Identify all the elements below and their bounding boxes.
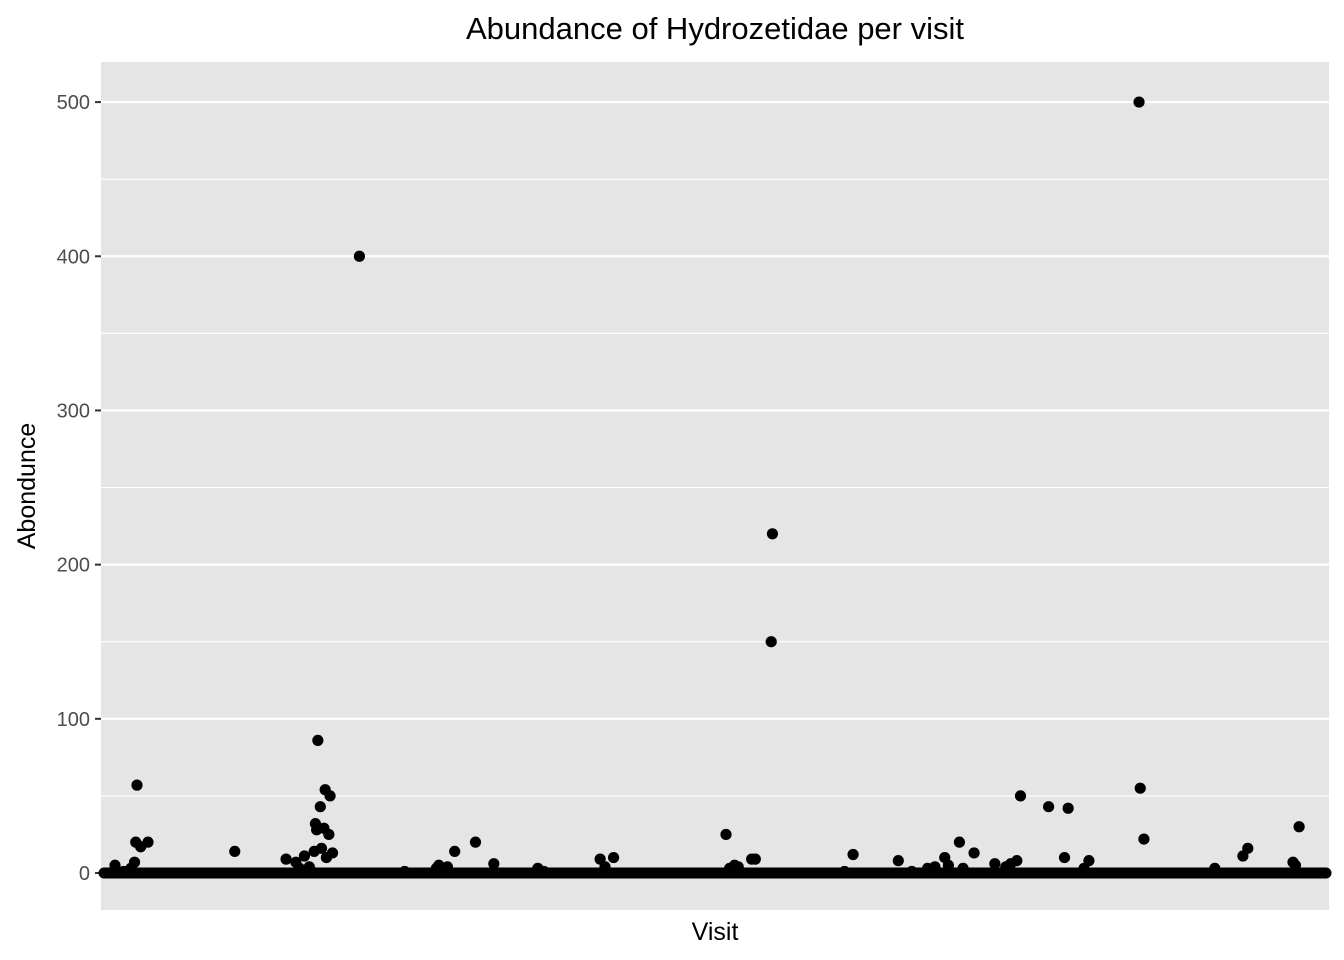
y-tick-label: 400 <box>57 246 90 268</box>
data-point <box>957 862 969 874</box>
data-point <box>1058 851 1071 864</box>
data-point <box>298 850 311 862</box>
data-point <box>732 861 744 873</box>
data-point <box>1083 855 1095 867</box>
y-axis: 0 100 200 300 400 500 <box>57 92 101 885</box>
data-point <box>538 865 550 878</box>
data-point <box>131 779 143 791</box>
data-point <box>720 828 732 841</box>
data-point <box>109 859 121 871</box>
data-point <box>989 858 1001 870</box>
data-point <box>968 847 980 859</box>
data-point <box>766 528 779 540</box>
y-tick-label: 100 <box>57 709 90 731</box>
data-point <box>315 842 328 854</box>
data-point <box>765 636 777 648</box>
data-point <box>1062 802 1074 814</box>
data-point <box>1014 790 1027 802</box>
data-point <box>323 828 335 841</box>
data-point <box>306 865 318 878</box>
data-point <box>312 734 324 747</box>
chart-title: Abundance of Hydrozetidae per visit <box>466 11 964 46</box>
y-tick-label: 300 <box>57 400 90 422</box>
data-point <box>314 801 326 813</box>
data-point <box>847 848 859 861</box>
data-point <box>1138 833 1150 845</box>
data-point <box>1011 855 1023 867</box>
data-point <box>953 836 966 848</box>
data-point <box>929 861 941 873</box>
data-point <box>1133 96 1145 108</box>
data-point <box>1242 842 1254 854</box>
data-point <box>599 861 611 873</box>
data-point <box>942 859 955 871</box>
data-point <box>229 845 241 858</box>
data-point <box>488 858 500 870</box>
data-point <box>449 845 461 858</box>
data-point <box>1209 862 1221 874</box>
y-tick-label: 200 <box>57 555 90 577</box>
y-axis-title: Abondunce <box>13 423 41 550</box>
data-point <box>399 865 411 878</box>
data-point <box>433 859 445 871</box>
data-point <box>280 853 292 865</box>
x-axis-title: Visit <box>692 918 739 946</box>
data-point <box>142 836 154 848</box>
data-point <box>1289 859 1302 871</box>
data-point <box>293 862 306 874</box>
data-point <box>1043 801 1055 813</box>
data-point <box>1134 782 1146 794</box>
data-points <box>109 96 1305 878</box>
data-point <box>324 790 336 802</box>
data-point <box>1293 821 1305 833</box>
data-point <box>607 851 620 864</box>
data-point <box>749 853 761 865</box>
data-point <box>469 836 482 848</box>
data-point <box>128 856 141 868</box>
data-point <box>441 861 453 873</box>
data-point <box>838 865 851 878</box>
data-point <box>326 847 339 859</box>
plot-panel <box>101 62 1329 910</box>
data-point <box>353 250 365 262</box>
y-tick-label: 500 <box>57 92 90 114</box>
data-point <box>892 855 904 867</box>
data-point <box>906 865 918 878</box>
y-tick-label: 0 <box>79 863 90 885</box>
